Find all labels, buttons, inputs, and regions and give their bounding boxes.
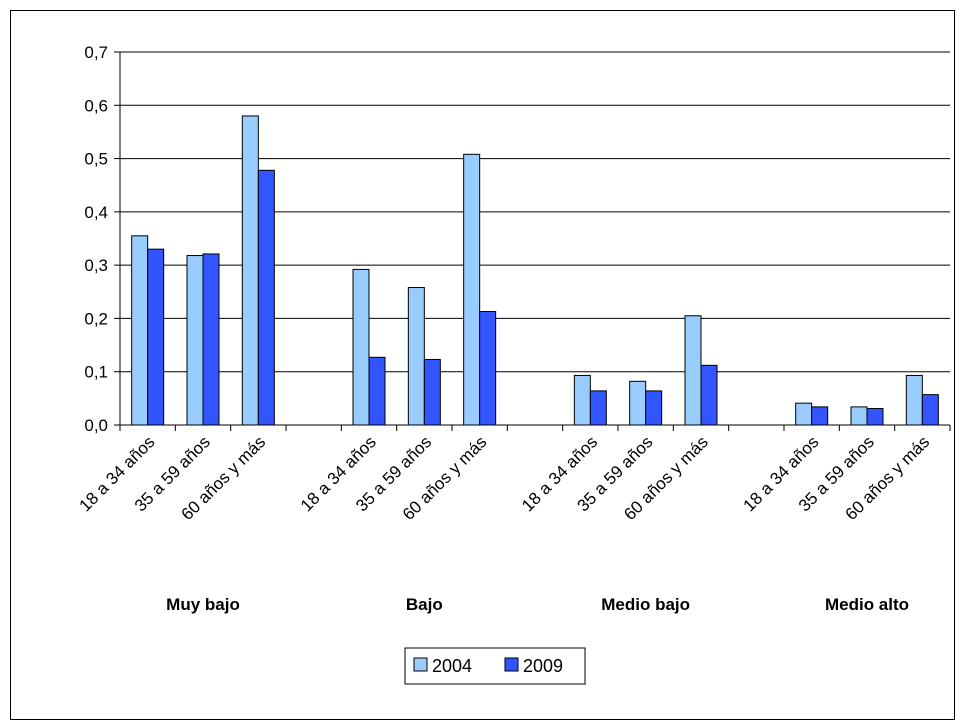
legend-swatch-2009 [504, 657, 519, 672]
group-label: Muy bajo [166, 595, 240, 614]
bar-2004 [131, 235, 149, 426]
legend-label-2004: 2004 [432, 656, 472, 676]
bar-2009 [866, 407, 884, 426]
y-tick-label: 0,0 [84, 416, 108, 435]
bar-2004 [684, 315, 702, 426]
bar-2009 [921, 394, 939, 426]
group-label: Medio alto [825, 595, 909, 614]
bar-2009 [645, 390, 663, 426]
group-label: Medio bajo [601, 595, 690, 614]
axes [119, 52, 950, 426]
bar-2009 [257, 169, 275, 426]
y-tick-label: 0,2 [84, 309, 108, 328]
bar-2004 [463, 153, 481, 426]
bar-2004 [629, 380, 647, 426]
y-axis-ticks: 0,0 0,1 0,2 0,3 0,4 0,5 0,6 0,7 [84, 43, 120, 435]
bar-2009 [479, 311, 497, 426]
bar-2009 [811, 406, 829, 426]
bar-2009 [202, 253, 220, 426]
legend-label-2009: 2009 [523, 656, 563, 676]
legend: 2004 2009 [404, 647, 586, 685]
bar-2009 [147, 248, 165, 426]
group-labels: Muy bajo Bajo Medio bajo Medio alto [166, 595, 909, 614]
group-label: Bajo [406, 595, 443, 614]
bar-2004 [352, 268, 370, 426]
bar-2009 [700, 364, 718, 426]
bar-2004 [795, 402, 813, 426]
bar-2004 [407, 287, 425, 426]
y-tick-label: 0,7 [84, 43, 108, 62]
bar-2004 [850, 406, 868, 426]
bar-2004 [905, 374, 923, 426]
y-tick-label: 0,5 [84, 150, 108, 169]
y-tick-label: 0,1 [84, 363, 108, 382]
y-tick-label: 0,6 [84, 96, 108, 115]
bar-2004 [573, 374, 591, 426]
bar-2009 [368, 356, 386, 426]
legend-box [404, 647, 586, 685]
y-tick-label: 0,3 [84, 256, 108, 275]
legend-swatch-2004 [413, 657, 428, 672]
bar-2009 [589, 390, 607, 426]
bar-2004 [186, 255, 204, 426]
bar-2004 [241, 115, 259, 426]
bars [131, 115, 939, 426]
y-tick-label: 0,4 [84, 203, 108, 222]
bar-2009 [423, 358, 441, 426]
